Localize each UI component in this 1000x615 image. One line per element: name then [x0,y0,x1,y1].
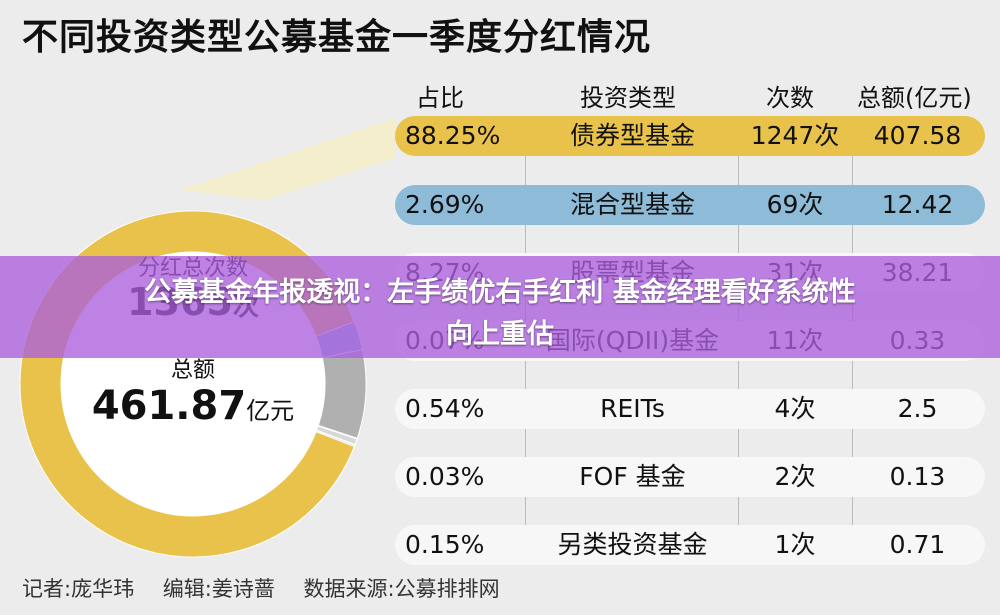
table-row: 88.25% 债券型基金 1247次 407.58 [395,116,985,156]
table-row: 2.69% 混合型基金 69次 12.42 [395,185,985,225]
row-amount: 0.71 [889,530,946,559]
row-amount: 12.42 [881,190,954,219]
row-pct: 2.69% [405,190,485,219]
table-row: 0.15% 另类投资基金 1次 0.71 [395,525,985,565]
fan-shape [180,118,395,200]
footer-editor: 编辑:姜诗蔷 [162,577,275,601]
donut-total-value: 461.87亿元 [91,383,295,429]
banner-line-2: 向上重估 [446,319,554,350]
row-count: 69次 [766,190,824,219]
footer-source: 数据来源:公募排排网 [303,577,500,601]
chart-title: 不同投资类型公募基金一季度分红情况 [22,17,652,58]
row-type: 混合型基金 [569,190,695,219]
row-type: FOF 基金 [579,462,686,491]
footer: 记者:庞华玮 编辑:姜诗蔷 数据来源:公募排排网 [22,573,522,603]
table-row: 0.03% FOF 基金 2次 0.13 [395,457,985,497]
row-count: 4次 [774,394,816,423]
row-pct: 0.54% [405,394,485,423]
banner-line-1: 公募基金年报透视：左手绩优右手红利 基金经理看好系统性 [144,277,856,308]
row-count: 2次 [774,462,816,491]
row-amount: 407.58 [873,121,962,150]
header-type: 投资类型 [580,84,676,112]
donut-slice [317,349,367,439]
donut-slice [315,429,356,448]
overlay-banner: 公募基金年报透视：左手绩优右手红利 基金经理看好系统性 向上重估 [0,256,1000,358]
row-count: 1次 [774,530,816,559]
table-row: 0.54% REITs 4次 2.5 [395,389,985,429]
header-amount: 总额(亿元) [857,84,972,112]
row-pct: 0.03% [405,462,485,491]
row-type: 债券型基金 [569,121,695,150]
row-count: 1247次 [750,121,840,150]
footer-reporter: 记者:庞华玮 [22,577,135,601]
row-amount: 2.5 [897,394,938,423]
row-type: REITs [600,394,665,423]
donut-total-label: 总额 [170,358,215,383]
header-pct: 占比 [416,84,464,112]
row-amount: 0.13 [889,462,946,491]
row-pct: 88.25% [405,121,501,150]
row-type: 另类投资基金 [557,530,708,559]
row-pct: 0.15% [405,530,485,559]
header-count: 次数 [766,84,814,112]
